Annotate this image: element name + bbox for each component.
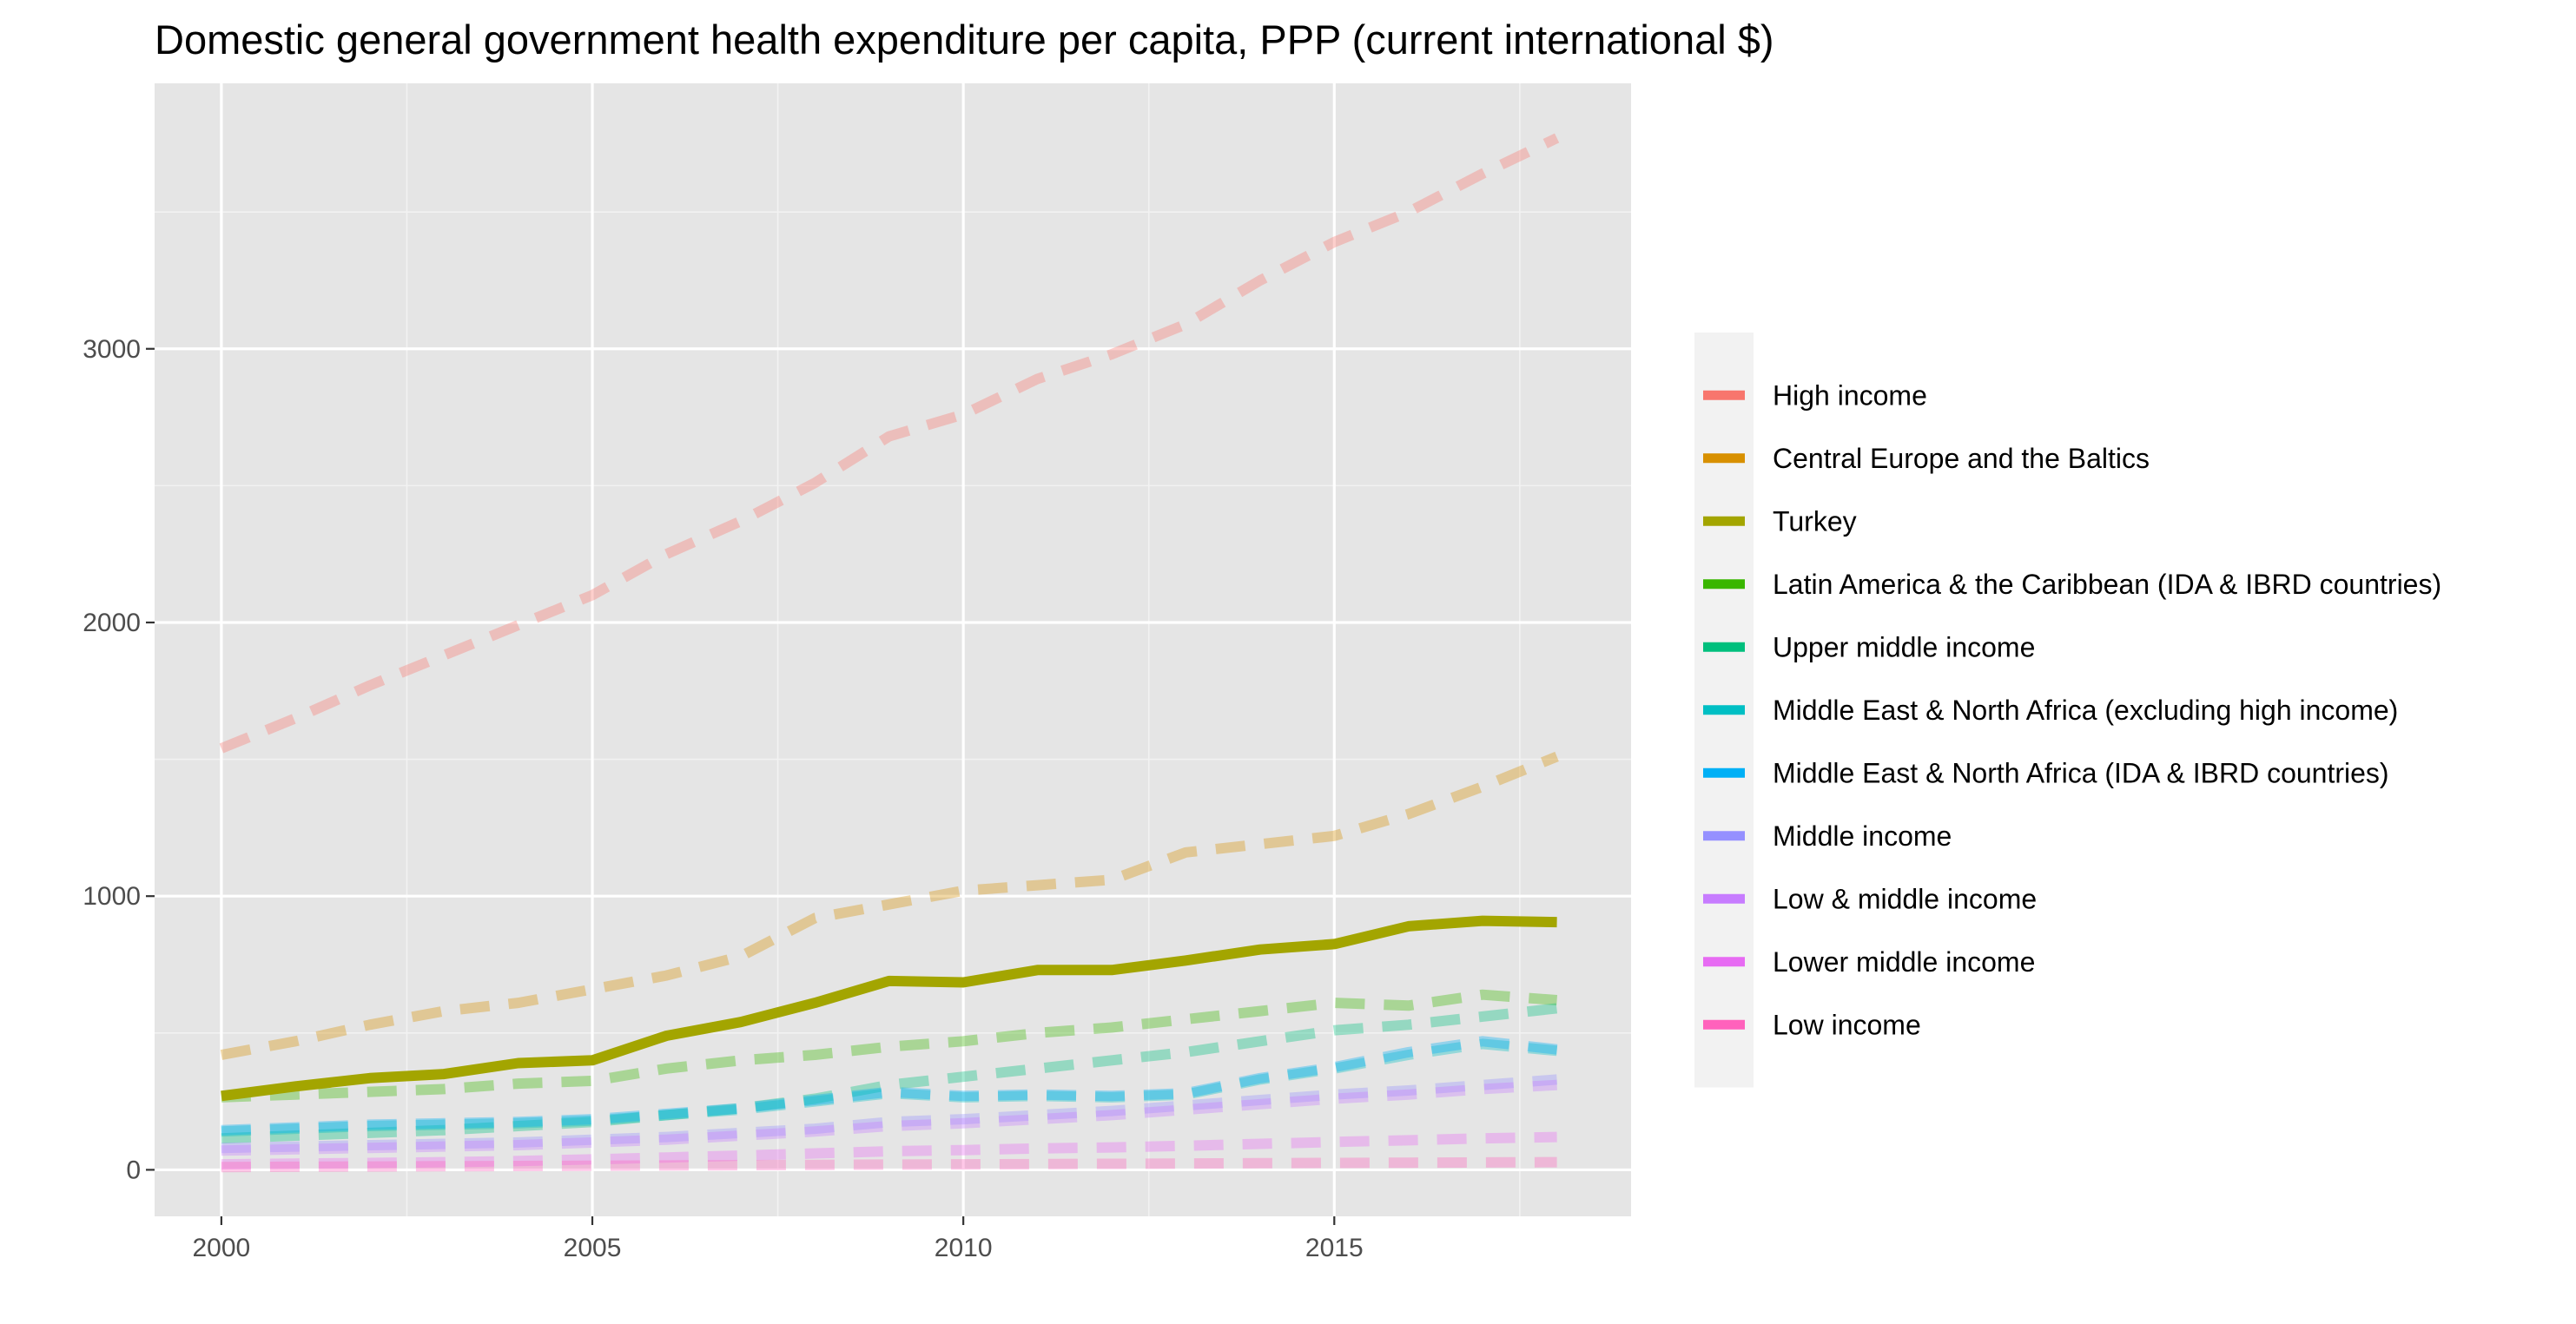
minor-gridlines [155, 83, 1631, 1216]
series-line-7 [221, 1074, 1558, 1154]
legend-label: Middle East & North Africa (IDA & IBRD c… [1773, 757, 2389, 788]
legend-label: Latin America & the Caribbean (IDA & IBR… [1773, 569, 2441, 600]
series-line-0 [219, 133, 1560, 754]
x-tick-label: 2005 [564, 1234, 622, 1262]
series-line-3 [221, 989, 1558, 1103]
legend-label: High income [1773, 379, 1927, 411]
legend-label: Lower middle income [1773, 946, 2035, 978]
y-tick-label: 3000 [83, 335, 141, 364]
x-tick-label: 2010 [935, 1234, 993, 1262]
y-tick-label: 2000 [83, 609, 141, 637]
series-line-9 [221, 1131, 1557, 1170]
major-gridlines [155, 83, 1631, 1216]
legend-label: Low & middle income [1773, 883, 2037, 914]
legend-label: Middle income [1773, 820, 1952, 852]
y-tick-label: 0 [126, 1156, 141, 1184]
legend-label: Middle East & North Africa (excluding hi… [1773, 695, 2398, 726]
chart-title: Domestic general government health expen… [155, 16, 1774, 63]
plot-panel [155, 83, 1631, 1216]
series-lines [219, 133, 1560, 1173]
legend-label: Low income [1773, 1009, 1921, 1040]
x-tick-label: 2000 [193, 1234, 251, 1262]
legend-label: Central Europe and the Baltics [1773, 443, 2150, 474]
legend-label: Upper middle income [1773, 631, 2035, 662]
series-line-2 [221, 915, 1557, 1102]
legend-label: Turkey [1773, 505, 1857, 537]
series-line-8 [221, 1079, 1557, 1156]
y-tick-label: 1000 [83, 882, 141, 911]
series-line-4 [221, 1003, 1558, 1144]
series-line-1 [220, 751, 1559, 1060]
series-line-6 [221, 1036, 1558, 1136]
series-line-10 [221, 1156, 1557, 1173]
x-axis: 2000 2005 2010 2015 [193, 1216, 1364, 1262]
legend: High income Central Europe and the Baltic… [1694, 333, 2441, 1088]
y-axis: 0 1000 2000 3000 [83, 335, 155, 1184]
x-tick-label: 2015 [1305, 1234, 1364, 1262]
series-line-5 [221, 1038, 1558, 1137]
